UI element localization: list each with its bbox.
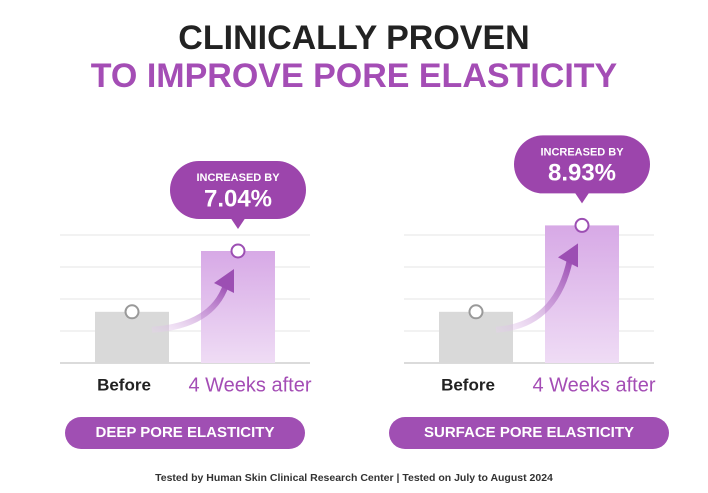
chart-title: SURFACE PORE ELASTICITY [424, 424, 634, 441]
callout [514, 135, 650, 194]
category-label: 4 Weeks after [532, 374, 655, 396]
callout-value: 7.04% [204, 185, 272, 212]
arrow-head [558, 243, 578, 268]
callout-tail [230, 217, 246, 229]
bar [439, 311, 513, 363]
trend-arrow [151, 283, 229, 333]
title-line2: TO IMPROVE PORE ELASTICITY [91, 57, 618, 95]
bar [95, 311, 169, 363]
category-label: Before [97, 375, 151, 394]
marker [124, 304, 140, 320]
callout-label: INCREASED BY [196, 172, 280, 184]
chart-title: DEEP PORE ELASTICITY [96, 424, 275, 441]
marker [574, 217, 590, 233]
title-pill [389, 417, 669, 449]
callout-tail [574, 191, 590, 204]
callout [170, 161, 306, 219]
marker [230, 243, 246, 259]
callout-value: 8.93% [548, 160, 616, 187]
callout-label: INCREASED BY [540, 146, 624, 158]
category-label: Before [441, 375, 495, 394]
title-pill [65, 417, 305, 449]
marker [468, 304, 484, 320]
footer: Tested by Human Skin Clinical Research C… [155, 472, 553, 484]
category-label: 4 Weeks after [188, 374, 311, 396]
trend-arrow [495, 258, 573, 333]
title-line1: CLINICALLY PROVEN [178, 19, 529, 57]
arrow-head [214, 269, 234, 293]
